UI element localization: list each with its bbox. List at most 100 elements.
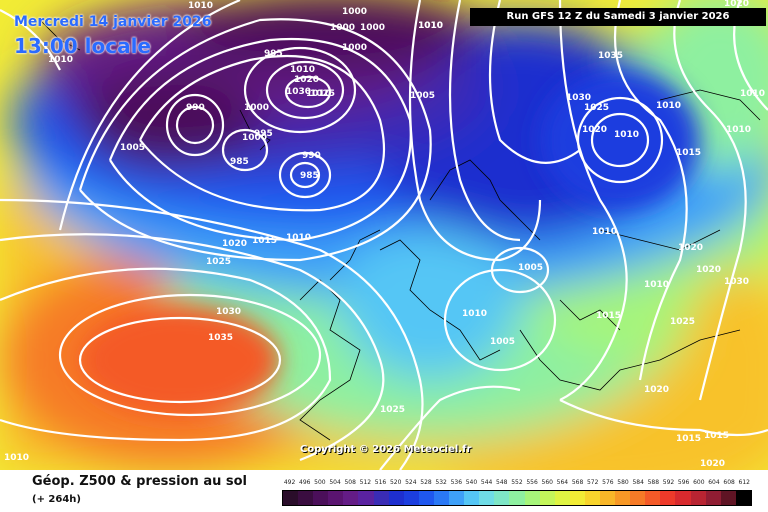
scale-label: 592 (662, 479, 675, 486)
scale-swatch (373, 491, 389, 505)
scale-label: 564 (556, 479, 569, 486)
scale-swatch (494, 491, 510, 505)
pressure-label: 1010 (290, 65, 315, 75)
pressure-label: 1000 (244, 103, 269, 113)
pressure-label: 990 (186, 103, 205, 113)
scale-label: 504 (329, 479, 341, 486)
scale-label: 496 (299, 479, 311, 486)
scale-label: 552 (511, 479, 523, 486)
scale-label: 516 (374, 479, 387, 486)
scale-label: 500 (314, 479, 326, 486)
pressure-label: 1010 (614, 130, 639, 140)
scale-swatch (388, 491, 404, 505)
scale-label: 584 (632, 479, 644, 486)
pressure-label: 1030 (566, 93, 591, 103)
scale-swatch (569, 491, 585, 505)
pressure-label: 995 (254, 129, 273, 139)
scale-swatch (524, 491, 540, 505)
pressure-label: 1000 (360, 23, 385, 33)
scale-swatch (735, 491, 751, 505)
scale-label: 612 (738, 479, 750, 486)
scale-swatch (720, 491, 736, 505)
pressure-label: 1025 (670, 317, 695, 327)
pressure-label: 1025 (310, 89, 335, 99)
scale-swatch (660, 491, 676, 505)
pressure-label: 1000 (342, 7, 367, 17)
pressure-label: 1010 (286, 233, 311, 243)
color-scale-labels: 492 496 500 504 508 512 516 520 524 528 532 536 540 5… (282, 478, 752, 488)
pressure-label: 1010 (644, 280, 669, 290)
pressure-label: 1020 (700, 459, 725, 469)
pressure-label: 1035 (208, 333, 233, 343)
scale-swatch (343, 491, 359, 505)
scale-swatch (433, 491, 450, 505)
scale-label: 548 (496, 479, 508, 486)
color-scale-legend: 492 496 500 504 508 512 516 520 524 528 532 536 540 5… (282, 478, 752, 508)
scale-label: 576 (602, 479, 614, 486)
scale-label: 572 (586, 479, 599, 486)
scale-swatch (675, 491, 691, 505)
scale-label: 588 (647, 479, 660, 486)
pressure-label: 1020 (678, 243, 703, 253)
pressure-label: 1000 (342, 43, 367, 53)
pressure-label: 1015 (676, 434, 701, 444)
scale-label: 532 (435, 479, 447, 486)
weather-map: 1010 1000 1000 1010 1000 1000 995 1010 1… (0, 0, 768, 470)
pressure-label: 1030 (724, 277, 749, 287)
scale-swatch (554, 491, 570, 505)
scale-swatch (705, 491, 721, 505)
pressure-label: 1005 (410, 91, 435, 101)
pressure-label: 1020 (294, 75, 319, 85)
scale-label: 568 (571, 479, 584, 486)
scale-label: 600 (693, 479, 705, 486)
scale-swatch (539, 491, 555, 505)
scale-swatch (599, 491, 616, 505)
map-title: Géop. Z500 & pression au sol (32, 474, 247, 489)
pressure-label: 985 (230, 157, 249, 167)
pressure-label: 1020 (222, 239, 247, 249)
pressure-label: 1015 (676, 148, 701, 158)
scale-label: 492 (283, 479, 296, 486)
pressure-label: 1025 (380, 405, 405, 415)
pressure-label: 1000 (242, 133, 267, 143)
pressure-label: 1000 (330, 23, 355, 33)
copyright-text: Copyright © 2026 Meteociel.fr (300, 444, 472, 455)
pressure-label: 1010 (418, 21, 443, 31)
pressure-label: 1015 (596, 311, 621, 321)
pressure-label: 1020 (724, 0, 749, 9)
pressure-label: 1010 (656, 101, 681, 111)
pressure-label: 1010 (48, 55, 73, 65)
scale-swatch (283, 491, 299, 505)
pressure-label: 1010 (462, 309, 487, 319)
scale-swatch (584, 491, 600, 505)
scale-swatch (403, 491, 419, 505)
forecast-time: 13:00 locale (14, 34, 151, 58)
scale-swatch (313, 491, 329, 505)
pressure-label: 1025 (584, 103, 609, 113)
pressure-label: 1005 (518, 263, 543, 273)
scale-swatch (449, 491, 465, 505)
color-scale-bar (282, 490, 752, 506)
scale-label: 596 (677, 479, 690, 486)
scale-label: 508 (344, 479, 356, 486)
scale-label: 540 (465, 479, 478, 486)
scale-swatch (298, 491, 314, 505)
pressure-label: 1035 (598, 51, 623, 61)
scale-swatch (358, 491, 374, 505)
pressure-label: 995 (264, 49, 283, 59)
forecast-date: Mercredi 14 janvier 2026 (14, 14, 212, 30)
pressure-label: 1020 (582, 125, 607, 135)
scale-label: 560 (541, 479, 553, 486)
pressure-label: 985 (300, 171, 319, 181)
scale-swatch (328, 491, 344, 505)
scale-swatch (509, 491, 525, 505)
scale-swatch (479, 491, 495, 505)
scale-label: 536 (450, 479, 463, 486)
pressure-label: 1015 (252, 236, 277, 246)
pressure-label: 1005 (120, 143, 145, 153)
pressure-label: 1010 (306, 89, 331, 99)
pressure-label: 1010 (740, 89, 765, 99)
pressure-label: 1025 (206, 257, 231, 267)
scale-label: 512 (359, 479, 372, 486)
scale-label: 608 (723, 479, 735, 486)
